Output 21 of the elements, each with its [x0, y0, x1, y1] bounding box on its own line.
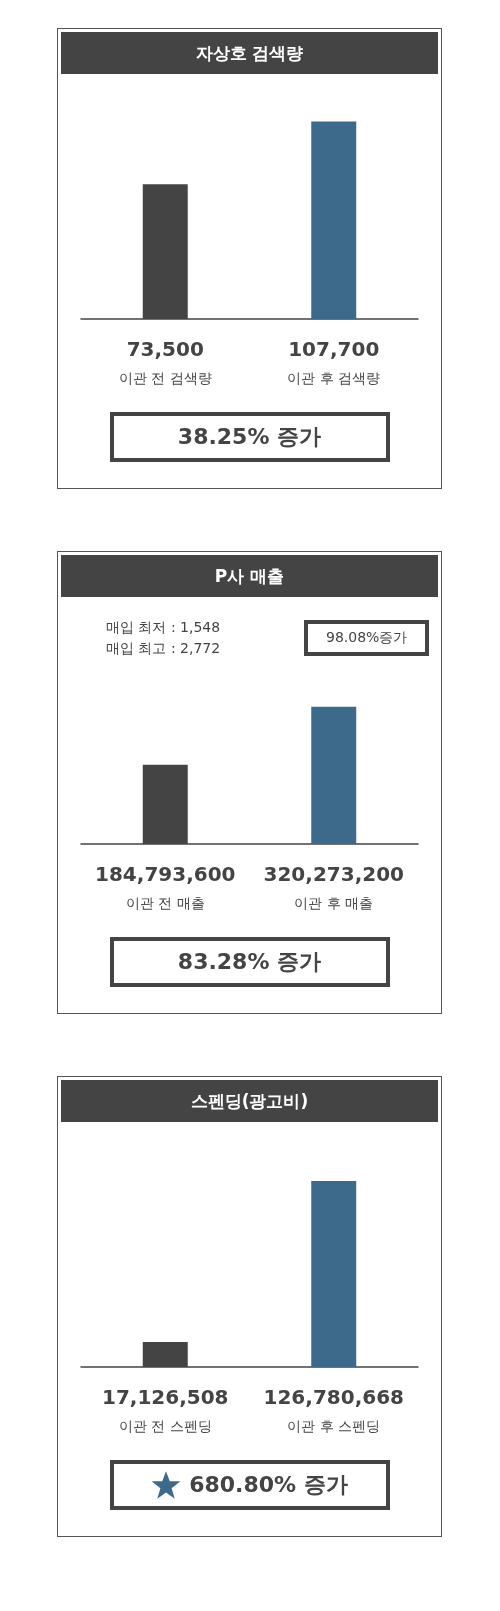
data-label: 126,780,668	[263, 1385, 404, 1409]
text: 매입 최저 : 1,548	[106, 618, 222, 637]
x-tick-label: 이관 후 스펜딩	[287, 1418, 381, 1434]
x-tick-label: 이관 전 검색량	[118, 370, 212, 386]
chart-title: 자상호 검색량	[61, 32, 438, 74]
x-tick-label: 이관 후 검색량	[287, 370, 381, 386]
x-tick-label: 이관 후 매출	[294, 895, 374, 911]
data-label: 184,793,600	[95, 862, 236, 886]
data-label: 107,700	[288, 337, 380, 361]
text: 98.08%증가	[304, 620, 430, 656]
data-label: 17,126,508	[101, 1385, 229, 1409]
chart-title: 스펜딩(광고비)	[61, 1080, 438, 1122]
text: 매입 최고 : 2,772	[106, 639, 222, 658]
x-tick-label: 이관 전 매출	[125, 895, 205, 911]
text: 680.80% 증가	[189, 1471, 348, 1499]
data-label: 320,273,200	[263, 862, 404, 886]
x-tick-label: 이관 전 스펜딩	[118, 1418, 212, 1434]
text: 83.28% 증가	[177, 948, 322, 976]
chart-title: P사 매출	[61, 555, 438, 597]
text: 38.25% 증가	[177, 423, 322, 451]
data-label: 73,500	[126, 337, 204, 361]
